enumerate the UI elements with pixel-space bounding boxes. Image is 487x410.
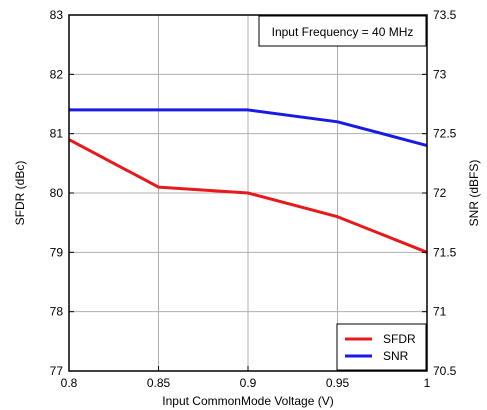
right-tick-label: 71.5 (433, 245, 457, 259)
right-tick-label: 73 (433, 67, 447, 81)
right-tick-label: 72 (433, 186, 447, 200)
x-tick-label: 0.95 (326, 376, 350, 390)
legend-box (336, 323, 427, 371)
left-tick-label: 83 (50, 8, 64, 22)
left-tick-label: 82 (50, 67, 64, 81)
right-tick-label: 73.5 (433, 8, 457, 22)
right-tick-label: 70.5 (433, 364, 457, 378)
left-tick-label: 81 (50, 127, 64, 141)
legend: SFDR SNR (336, 323, 427, 371)
right-tick-label: 71 (433, 305, 447, 319)
legend-label-snr: SNR (383, 349, 409, 363)
left-tick-label: 80 (50, 186, 64, 200)
x-tick-label: 0.9 (240, 376, 257, 390)
legend-label-sfdr: SFDR (383, 332, 416, 346)
annotation-text: Input Frequency = 40 MHz (272, 25, 414, 39)
left-tick-label: 78 (50, 305, 64, 319)
x-tick-label: 0.85 (147, 376, 171, 390)
left-axis-ticks: 77 78 79 80 81 82 83 (50, 8, 74, 378)
right-tick-label: 72.5 (433, 127, 457, 141)
x-axis-label: Input CommonMode Voltage (V) (162, 394, 333, 408)
left-tick-label: 77 (50, 364, 64, 378)
x-axis-ticks: 0.8 0.85 0.9 0.95 1 (61, 366, 431, 390)
right-axis-ticks: 70.5 71 71.5 72 72.5 73 73.5 (422, 8, 457, 378)
left-tick-label: 79 (50, 245, 64, 259)
y-axis-label-left: SFDR (dBc) (13, 161, 27, 226)
x-tick-label: 0.8 (61, 376, 78, 390)
x-tick-label: 1 (424, 376, 431, 390)
annotation-box: Input Frequency = 40 MHz (258, 15, 427, 47)
y-axis-label-right: SNR (dBFS) (467, 160, 481, 227)
